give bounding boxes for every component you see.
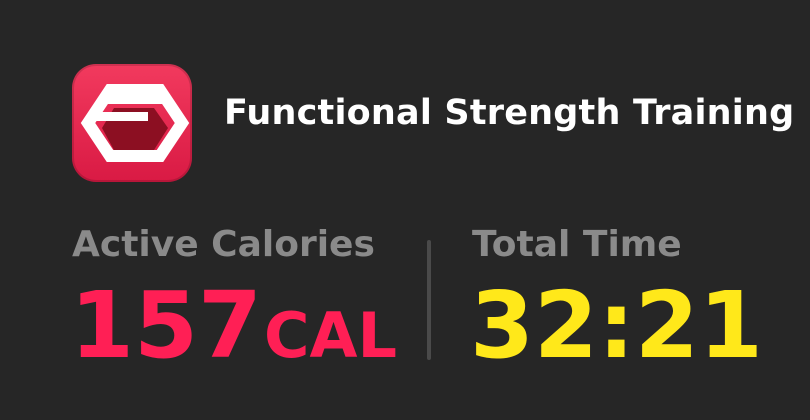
functional-strength-icon	[72, 64, 192, 182]
total-time-value: 32:21	[470, 272, 763, 379]
active-calories-number: 157	[70, 272, 263, 379]
active-calories-value: 157CAL	[70, 280, 397, 372]
metric-divider	[427, 240, 431, 360]
workout-title: Functional Strength Training	[224, 93, 795, 133]
hexagon-f-icon	[80, 84, 190, 162]
active-calories-unit: CAL	[264, 299, 398, 372]
total-time-label: Total Time	[472, 224, 682, 265]
active-calories-label: Active Calories	[72, 224, 375, 265]
